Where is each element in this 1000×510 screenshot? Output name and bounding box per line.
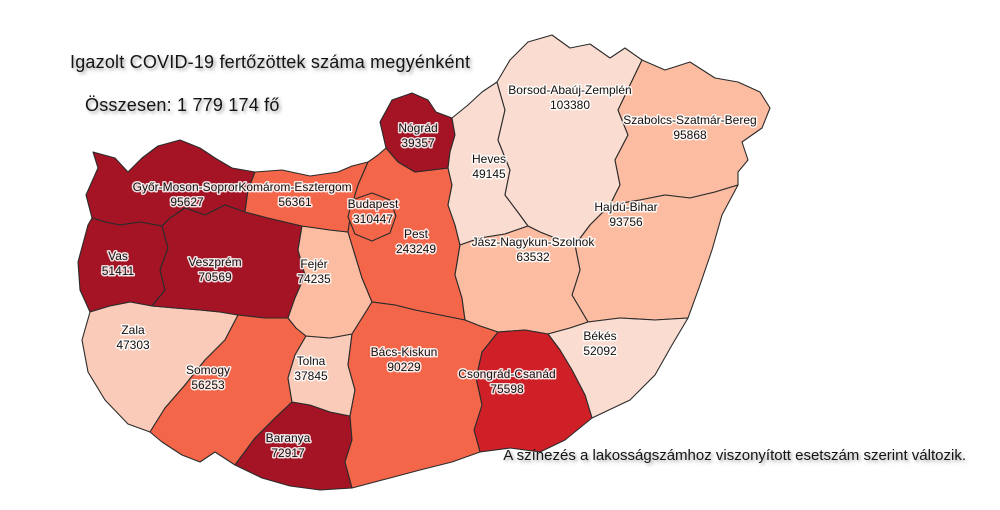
county-heves-name-label: Heves xyxy=(472,152,506,166)
county-hajdu-name-label: Hajdú-Bihar xyxy=(594,200,657,214)
county-tolna-value-label: 37845 xyxy=(294,369,328,383)
county-szabolcs-value-label: 95868 xyxy=(673,128,707,142)
county-veszprem-value-label: 70569 xyxy=(198,270,232,284)
county-zala-name-label: Zala xyxy=(121,323,145,337)
county-fejer-name-label: Fejér xyxy=(300,257,327,271)
county-gyor-value-label: 95627 xyxy=(170,195,204,209)
county-jasz-value-label: 63532 xyxy=(516,250,550,264)
county-csongrad-value-label: 75598 xyxy=(490,382,524,396)
county-komarom-value-label: 56361 xyxy=(278,195,312,209)
county-budapest-shape xyxy=(347,192,397,242)
color-legend-note: A színezés a lakosságszámhoz viszonyítot… xyxy=(503,447,966,464)
county-bacs-name-label: Bács-Kiskun xyxy=(371,345,438,359)
county-pest-name-label: Pest xyxy=(404,227,429,241)
county-borsod-name-label: Borsod-Abaúj-Zemplén xyxy=(508,83,631,97)
county-baranya-value-label: 72917 xyxy=(271,446,305,460)
county-borsod-value-label: 103380 xyxy=(550,98,590,112)
page-title: Igazolt COVID-19 fertőzöttek száma megyé… xyxy=(70,52,471,72)
county-gyor-name-label: Győr-Moson-Sopron xyxy=(133,180,242,194)
county-somogy-value-label: 56253 xyxy=(191,378,225,392)
total-count-label: Összesen: 1 779 174 fő xyxy=(85,95,280,115)
county-nograd-name-label: Nógrád xyxy=(398,121,437,135)
county-veszprem-name-label: Veszprém xyxy=(188,255,241,269)
county-csongrad-name-label: Csongrád-Csanád xyxy=(458,367,555,381)
county-bacs-value-label: 90229 xyxy=(387,360,421,374)
county-fejer-value-label: 74235 xyxy=(297,272,331,286)
county-jasz-name-label: Jász-Nagykun-Szolnok xyxy=(472,235,596,249)
county-tolna-name-label: Tolna xyxy=(297,354,326,368)
county-budapest-value-label: 310447 xyxy=(353,212,393,226)
county-bekes-name-label: Békés xyxy=(583,329,616,343)
county-zala-value-label: 47303 xyxy=(116,338,150,352)
county-budapest-name-label: Budapest xyxy=(348,197,399,211)
county-vas-name-label: Vas xyxy=(108,249,128,263)
county-baranya-name-label: Baranya xyxy=(266,431,311,445)
county-komarom-name-label: Komárom-Esztergom xyxy=(238,180,351,194)
county-bekes-value-label: 52092 xyxy=(583,344,617,358)
county-pest-value-label: 243249 xyxy=(396,242,436,256)
county-hajdu-value-label: 93756 xyxy=(609,215,643,229)
county-heves-value-label: 49145 xyxy=(472,167,506,181)
county-bacs-shape xyxy=(344,301,499,489)
county-nograd-value-label: 39357 xyxy=(401,136,435,150)
county-szabolcs-name-label: Szabolcs-Szatmár-Bereg xyxy=(623,113,756,127)
county-somogy-name-label: Somogy xyxy=(186,363,230,377)
county-vas-value-label: 51411 xyxy=(102,264,135,278)
